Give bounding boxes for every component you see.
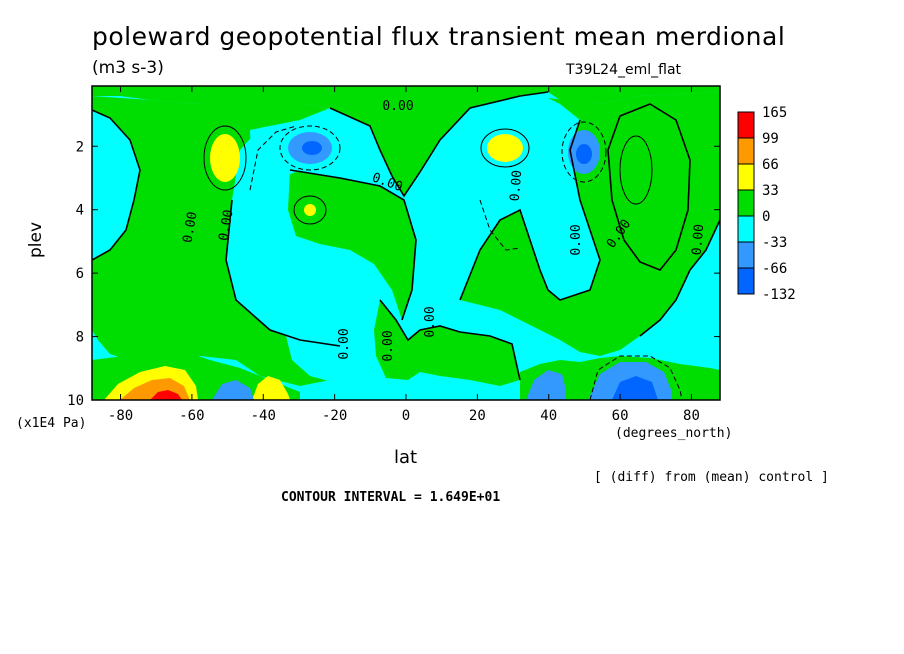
y-axis-units: (x1E4 Pa) xyxy=(16,416,87,431)
contour-labels: 0.000.000.00 0.000.000.000.000.00 0.00 0.00… xyxy=(180,99,707,362)
pos-contour-1 xyxy=(203,125,247,191)
fill-deepblue-bottom xyxy=(612,376,658,400)
fill-green-left-column xyxy=(92,96,340,386)
fill-cyan-center-lower xyxy=(286,330,372,384)
contour-label: 0.00 xyxy=(508,169,526,202)
fill-deepblue-min-2 xyxy=(576,144,592,164)
y-tick-label: 4 xyxy=(76,203,84,219)
neg-contour-2 xyxy=(561,121,607,183)
x-tick-label: 40 xyxy=(540,408,557,424)
contour-label: 0.00 xyxy=(337,328,352,359)
neg-contour-4 xyxy=(479,199,521,251)
colorbar-swatch xyxy=(737,215,755,243)
contour-label: 0.00 xyxy=(423,306,438,337)
zero-contour-3 xyxy=(225,199,341,347)
fill-yellow-bottom-mid xyxy=(252,376,290,400)
colorbar-swatch xyxy=(737,241,755,269)
contour-fills xyxy=(92,86,720,400)
colorbar-swatch xyxy=(737,163,755,191)
colorbar-label: -66 xyxy=(762,261,787,277)
fill-cyan-left-inner xyxy=(92,120,126,246)
run-label: T39L24_eml_flat xyxy=(566,62,682,78)
fill-yellow-max-3 xyxy=(487,134,523,162)
x-tick-label: 0 xyxy=(402,408,410,424)
fill-green-center-lower xyxy=(374,300,520,386)
diff-note: [ (diff) from (mean) control ] xyxy=(594,470,829,485)
zero-contour-6 xyxy=(607,103,691,271)
x-tick-label: 20 xyxy=(469,408,486,424)
colorbar-label: 99 xyxy=(762,131,779,147)
neg-contour-3 xyxy=(249,125,297,191)
zero-contour-1 xyxy=(92,109,141,261)
chart-title: poleward geopotential flux transient mea… xyxy=(92,22,786,51)
colorbar-label: -33 xyxy=(762,235,787,251)
colorbar-label: -132 xyxy=(762,287,796,303)
colorbar-swatch xyxy=(737,137,755,165)
fill-green-center xyxy=(288,170,416,320)
contour-label: 0.00 xyxy=(690,223,708,256)
x-tick-label: -60 xyxy=(179,408,204,424)
fill-red-bottom-left xyxy=(150,390,182,400)
colorbar: 165 99 66 33 0 -33 -66 -132 xyxy=(737,105,796,303)
neg-contour-1 xyxy=(279,125,341,171)
contour-label: 0.00 xyxy=(381,330,396,361)
colorbar-label: 0 xyxy=(762,209,770,225)
x-tick-label: 80 xyxy=(683,408,700,424)
contour-label: 0.00 xyxy=(180,211,200,244)
colorbar-label: 165 xyxy=(762,105,787,121)
fill-yellow-max-1 xyxy=(210,134,240,182)
x-tick-label: -40 xyxy=(251,408,276,424)
fill-deepblue-min-1 xyxy=(302,141,322,155)
y-tick-label: 10 xyxy=(67,393,84,409)
y-tick-label: 8 xyxy=(76,330,84,346)
chart-units: (m3 s-3) xyxy=(92,58,164,78)
contour-label: 0.00 xyxy=(382,99,413,114)
colorbar-swatch xyxy=(737,111,755,139)
fill-green-right-tower xyxy=(608,104,690,270)
x-tick-label: -20 xyxy=(322,408,347,424)
zero-contour-8 xyxy=(639,219,720,337)
y-tick-label: 2 xyxy=(76,139,84,155)
x-tick-label: -80 xyxy=(108,408,133,424)
contour-label: 0.00 xyxy=(569,224,584,255)
pos-contour-2 xyxy=(293,195,327,225)
x-axis-units: (degrees_north) xyxy=(615,426,733,441)
contour-interval: CONTOUR INTERVAL = 1.649E+01 xyxy=(281,490,501,505)
colorbar-swatch xyxy=(737,189,755,217)
pos-contour-4 xyxy=(619,135,653,205)
pos-contour-3 xyxy=(480,128,530,168)
fill-yellow-max-2 xyxy=(304,204,316,216)
contour-label: 0.00 xyxy=(216,209,236,242)
zero-contour-7 xyxy=(379,299,521,381)
colorbar-label: 66 xyxy=(762,157,779,173)
x-axis-label: lat xyxy=(394,447,418,468)
fill-cyan-center-upper xyxy=(250,122,380,212)
colorbar-label: 33 xyxy=(762,183,779,199)
colorbar-swatch xyxy=(737,267,755,295)
zero-contour-5 xyxy=(459,119,601,301)
fill-green-top xyxy=(92,86,720,196)
fill-blue-bottom-b xyxy=(526,370,566,400)
fill-blue-bottom-a xyxy=(212,380,254,400)
zero-contour-2 xyxy=(329,91,549,198)
zero-contour-4 xyxy=(289,169,417,321)
axis-ticks: -80 -60 -40 -20 0 20 40 60 80 2 4 6 8 10 xyxy=(67,86,720,424)
y-tick-label: 6 xyxy=(76,266,84,282)
x-tick-label: 60 xyxy=(612,408,629,424)
contour-lines xyxy=(92,91,720,400)
